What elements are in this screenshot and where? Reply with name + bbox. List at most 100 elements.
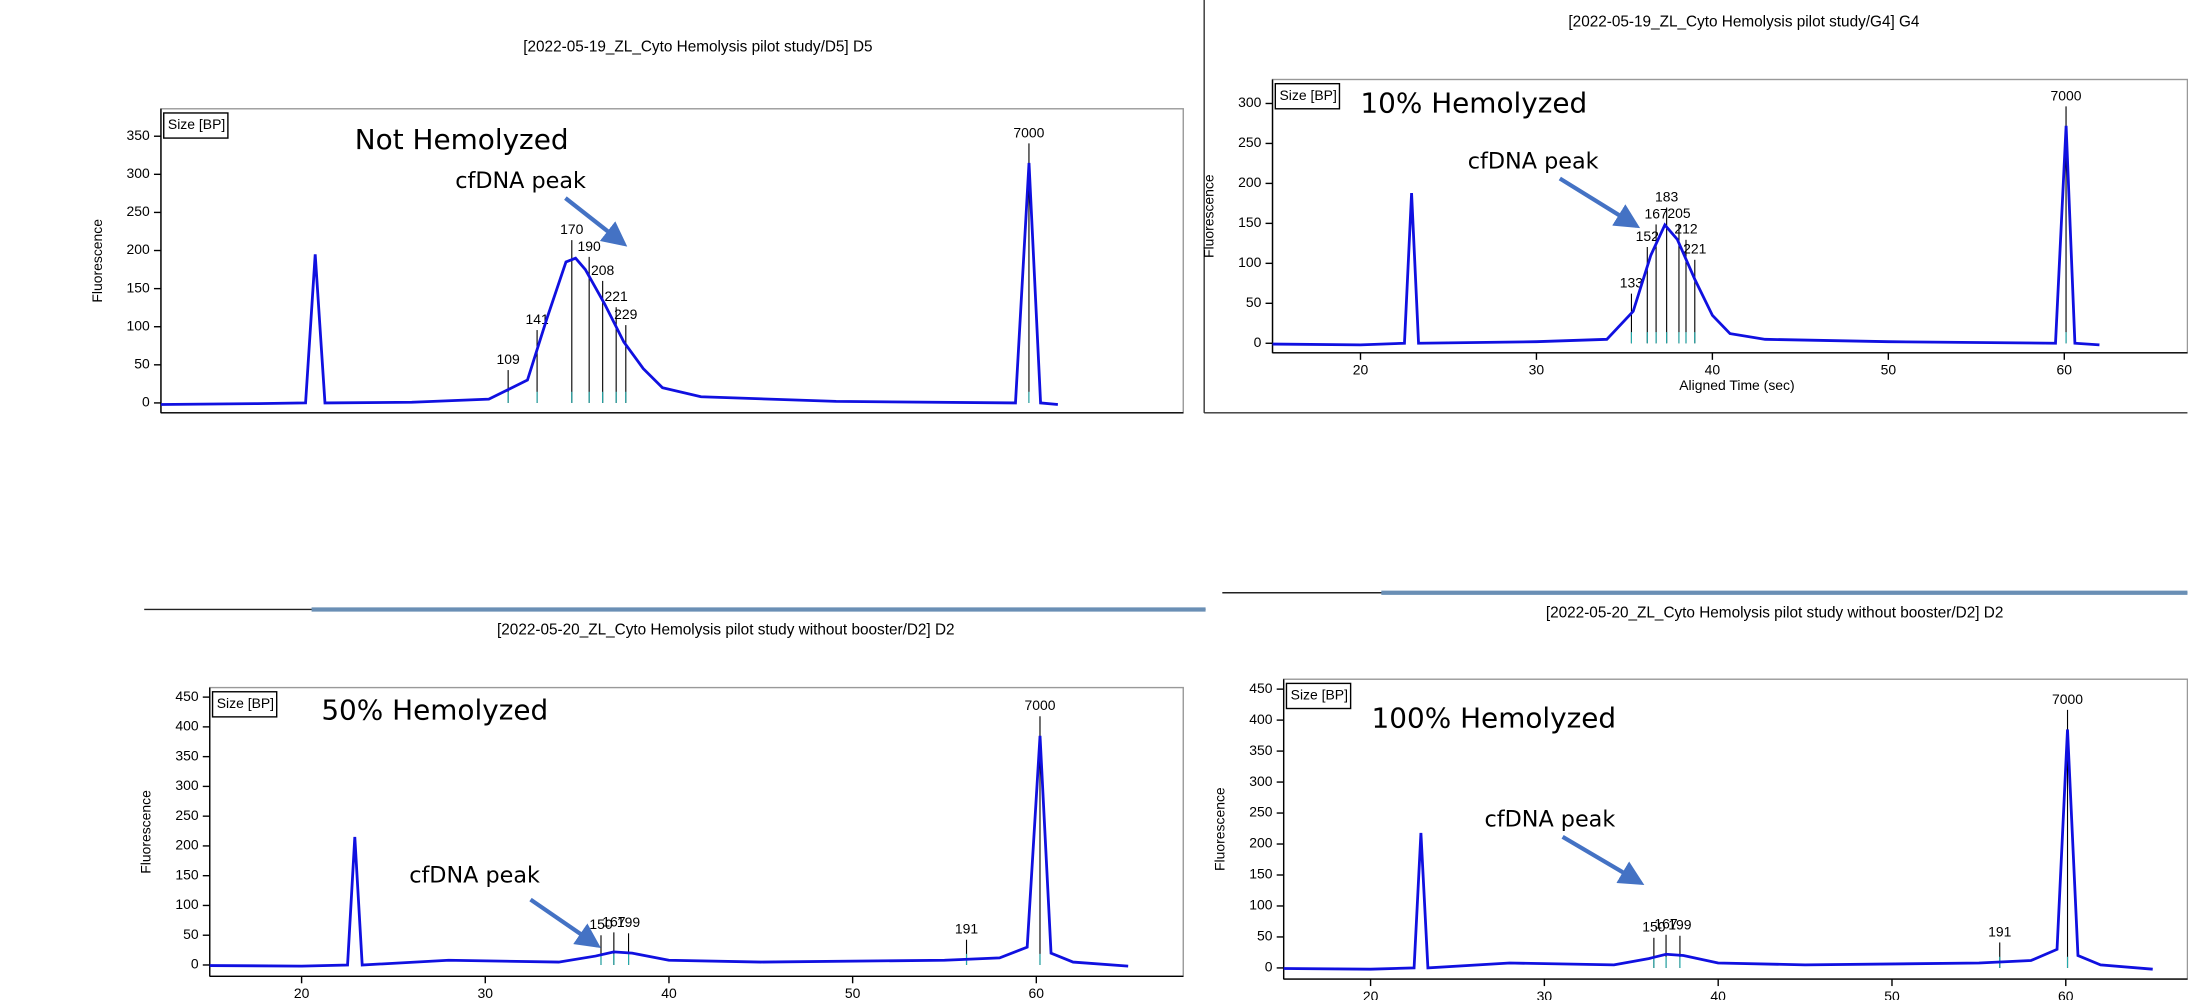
x-tick-label: 40 [1710, 988, 1726, 1000]
peak-label: 141 [525, 311, 549, 327]
y-tick-label: 100 [175, 896, 199, 912]
peak-label: 221 [605, 288, 629, 304]
peak-annotation: cfDNA peak [455, 168, 586, 194]
size-label: Size [BP] [217, 695, 274, 711]
y-tick-label: 250 [1249, 804, 1273, 820]
y-axis-label: Fluorescence [138, 790, 154, 874]
y-tick-label: 350 [127, 127, 151, 143]
y-tick-label: 350 [175, 747, 199, 763]
trace [209, 735, 1129, 968]
peak-label: 205 [1667, 205, 1691, 221]
y-tick-label: 250 [1238, 134, 1262, 150]
y-tick-label: 50 [1257, 928, 1273, 944]
y-tick-label: 150 [175, 866, 199, 882]
y-tick-label: 50 [1246, 294, 1262, 310]
x-tick-label: 50 [1884, 988, 1900, 1000]
peak-label: 133 [1620, 275, 1644, 291]
annotation-arrow [529, 897, 601, 948]
y-tick-label: 100 [1249, 897, 1273, 913]
y-tick-label: 150 [1249, 866, 1273, 882]
y-tick-label: 150 [1238, 214, 1262, 230]
peak-label: 191 [1988, 923, 2012, 939]
peak-label: 190 [578, 238, 602, 254]
annotation-arrow [1561, 835, 1645, 885]
y-tick-label: 150 [127, 279, 151, 295]
x-tick-label: 20 [1363, 988, 1379, 1000]
y-axis-label: Fluorescence [1200, 174, 1216, 258]
size-box [211, 691, 278, 718]
x-tick-label: 40 [661, 985, 677, 1000]
hemolysis-label: 100% Hemolyzed [1372, 702, 1617, 735]
peak-label: 170 [560, 221, 584, 237]
size-label: Size [BP] [1279, 87, 1336, 103]
peak-label: 199 [617, 914, 641, 930]
peak-label: 199 [1668, 917, 1692, 933]
peak-label: 7000 [1024, 697, 1055, 713]
peak-label: 167 [1654, 916, 1678, 932]
size-label: Size [BP] [168, 116, 225, 132]
peak-label: 229 [614, 306, 638, 322]
y-tick-label: 50 [134, 356, 150, 372]
peak-label: 221 [1683, 241, 1707, 257]
peak-annotation: cfDNA peak [1468, 148, 1599, 174]
y-tick-label: 0 [142, 394, 150, 410]
trace [1272, 125, 2100, 347]
chart-title: [2022-05-20_ZL_Cyto Hemolysis pilot stud… [1546, 605, 2004, 622]
peak-annotation: cfDNA peak [409, 862, 540, 888]
y-tick-label: 350 [1249, 742, 1273, 758]
size-label: Size [BP] [1291, 687, 1348, 703]
y-tick-label: 200 [127, 241, 151, 257]
peak-label: 167 [602, 913, 626, 929]
peak-label: 7000 [2052, 691, 2083, 707]
peak-label: 183 [1655, 188, 1679, 204]
hemolysis-label: 50% Hemolyzed [321, 693, 548, 726]
trace [160, 162, 1059, 406]
size-box [163, 112, 229, 139]
y-tick-label: 250 [127, 203, 151, 219]
peak-label: 7000 [1013, 124, 1044, 140]
x-tick-label: 30 [1537, 988, 1553, 1000]
y-tick-label: 300 [1238, 94, 1262, 110]
x-tick-label: 60 [2057, 362, 2073, 378]
y-tick-label: 100 [1238, 254, 1262, 270]
y-tick-label: 50 [183, 926, 199, 942]
annotation-arrow [564, 196, 628, 247]
y-tick-label: 450 [175, 688, 199, 704]
hemolysis-label: 10% Hemolyzed [1360, 87, 1587, 120]
x-tick-label: 50 [1881, 362, 1897, 378]
peak-label: 7000 [2051, 87, 2082, 103]
y-tick-label: 100 [127, 317, 151, 333]
x-axis-label: Aligned Time (sec) [1679, 377, 1794, 393]
y-tick-label: 250 [175, 807, 199, 823]
trace [1283, 729, 2153, 971]
y-tick-label: 300 [1249, 773, 1273, 789]
y-tick-label: 400 [175, 718, 199, 734]
x-tick-label: 20 [1353, 362, 1369, 378]
peak-label: 167 [1644, 205, 1668, 221]
size-box [1285, 682, 1352, 710]
y-tick-label: 200 [1249, 835, 1273, 851]
peak-label: 191 [955, 921, 979, 937]
y-tick-label: 300 [127, 165, 151, 181]
x-tick-label: 50 [845, 985, 861, 1000]
y-axis-label: Fluorescence [89, 219, 105, 303]
chart-title: [2022-05-19_ZL_Cyto Hemolysis pilot stud… [523, 38, 872, 55]
y-tick-label: 0 [191, 956, 199, 972]
x-tick-label: 60 [1029, 985, 1045, 1000]
x-tick-label: 30 [478, 985, 494, 1000]
chart-title: [2022-05-20_ZL_Cyto Hemolysis pilot stud… [497, 621, 955, 638]
x-tick-label: 30 [1529, 362, 1545, 378]
x-tick-label: 20 [294, 985, 310, 1000]
peak-annotation: cfDNA peak [1485, 807, 1616, 833]
peak-label: 208 [591, 262, 615, 278]
y-tick-label: 450 [1249, 680, 1273, 696]
y-tick-label: 200 [175, 837, 199, 853]
annotation-arrow [1558, 176, 1641, 229]
peak-label: 109 [497, 351, 521, 367]
y-tick-label: 400 [1249, 711, 1273, 727]
y-tick-label: 0 [1254, 334, 1262, 350]
peak-label: 212 [1674, 221, 1698, 237]
y-tick-label: 200 [1238, 174, 1262, 190]
